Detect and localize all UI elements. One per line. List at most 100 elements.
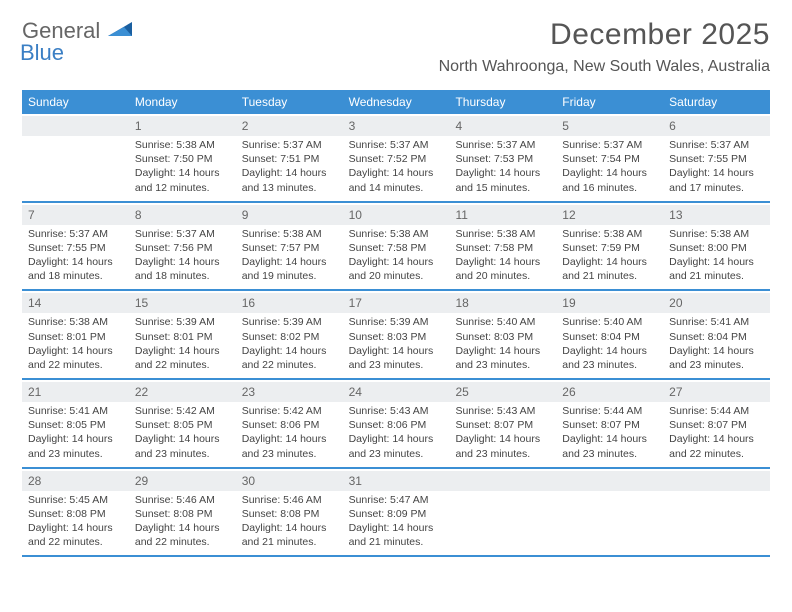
day-number-strip: 21	[22, 382, 129, 402]
day-number: 5	[562, 119, 569, 133]
day-info: Sunrise: 5:45 AMSunset: 8:08 PMDaylight:…	[28, 493, 123, 550]
calendar-cell: 31 Sunrise: 5:47 AMSunset: 8:09 PMDayligh…	[343, 469, 450, 556]
day-info: Sunrise: 5:44 AMSunset: 8:07 PMDaylight:…	[669, 404, 764, 461]
day-number: 16	[242, 296, 255, 310]
calendar-cell: 26Sunrise: 5:44 AMSunset: 8:07 PMDayligh…	[556, 380, 663, 467]
day-number: 12	[562, 208, 575, 222]
day-number-strip: 4	[449, 116, 556, 136]
calendar-cell: 24Sunrise: 5:43 AMSunset: 8:06 PMDayligh…	[343, 380, 450, 467]
day-number: 6	[669, 119, 676, 133]
calendar-cell: 29Sunrise: 5:46 AMSunset: 8:08 PMDayligh…	[129, 469, 236, 556]
day-number-strip: 22	[129, 382, 236, 402]
day-number: 8	[135, 208, 142, 222]
calendar-cell: 23Sunrise: 5:42 AMSunset: 8:06 PMDayligh…	[236, 380, 343, 467]
day-number: 20	[669, 296, 682, 310]
calendar-cell: 27 Sunrise: 5:44 AMSunset: 8:07 PMDayligh…	[663, 380, 770, 467]
day-number: 25	[455, 385, 468, 399]
day-number-strip: 9	[236, 205, 343, 225]
day-number: 9	[242, 208, 249, 222]
logo-word2: Blue	[20, 40, 64, 65]
day-info: Sunrise: 5:39 AMSunset: 8:02 PMDaylight:…	[242, 315, 337, 372]
day-number-strip: 24	[343, 382, 450, 402]
day-number: 4	[455, 119, 462, 133]
day-number-strip	[556, 471, 663, 491]
day-number: 22	[135, 385, 148, 399]
day-number: 23	[242, 385, 255, 399]
day-number-strip: 12	[556, 205, 663, 225]
calendar-cell: 19 Sunrise: 5:40 AMSunset: 8:04 PMDayligh…	[556, 291, 663, 378]
calendar-cell: 22Sunrise: 5:42 AMSunset: 8:05 PMDayligh…	[129, 380, 236, 467]
logo-triangle-icon	[108, 20, 134, 43]
day-number-strip: 25	[449, 382, 556, 402]
weekday-heading: Saturday	[663, 90, 770, 114]
title-block: December 2025 North Wahroonga, New South…	[439, 18, 770, 76]
weekday-heading: Wednesday	[343, 90, 450, 114]
calendar-cell: 17Sunrise: 5:39 AMSunset: 8:03 PMDayligh…	[343, 291, 450, 378]
calendar-cell: 13Sunrise: 5:38 AMSunset: 8:00 PMDayligh…	[663, 203, 770, 290]
weekday-heading: Monday	[129, 90, 236, 114]
page-title: December 2025	[439, 18, 770, 52]
calendar: Sunday Monday Tuesday Wednesday Thursday…	[22, 90, 770, 557]
calendar-cell: 4Sunrise: 5:37 AMSunset: 7:53 PMDaylight…	[449, 114, 556, 201]
day-info: Sunrise: 5:37 AMSunset: 7:56 PMDaylight:…	[135, 227, 230, 284]
calendar-header-row: Sunday Monday Tuesday Wednesday Thursday…	[22, 90, 770, 114]
day-number: 21	[28, 385, 41, 399]
logo: General Blue	[22, 18, 134, 44]
calendar-cell	[663, 469, 770, 556]
day-number: 30	[242, 474, 255, 488]
day-info: Sunrise: 5:40 AMSunset: 8:04 PMDaylight:…	[562, 315, 657, 372]
day-info: Sunrise: 5:37 AMSunset: 7:54 PMDaylight:…	[562, 138, 657, 195]
day-info: Sunrise: 5:38 AMSunset: 7:57 PMDaylight:…	[242, 227, 337, 284]
day-number-strip: 11	[449, 205, 556, 225]
day-number-strip: 5	[556, 116, 663, 136]
day-number-strip: 20	[663, 293, 770, 313]
day-info: Sunrise: 5:38 AMSunset: 8:01 PMDaylight:…	[28, 315, 123, 372]
calendar-cell: 30 Sunrise: 5:46 AMSunset: 8:08 PMDayligh…	[236, 469, 343, 556]
header: General Blue December 2025 North Wahroon…	[22, 18, 770, 76]
day-number-strip	[449, 471, 556, 491]
day-number-strip: 26	[556, 382, 663, 402]
day-number: 27	[669, 385, 682, 399]
day-number-strip: 18	[449, 293, 556, 313]
day-number: 3	[349, 119, 356, 133]
day-info: Sunrise: 5:44 AMSunset: 8:07 PMDaylight:…	[562, 404, 657, 461]
day-number: 2	[242, 119, 249, 133]
calendar-cell: 6Sunrise: 5:37 AMSunset: 7:55 PMDaylight…	[663, 114, 770, 201]
day-number: 13	[669, 208, 682, 222]
day-info: Sunrise: 5:38 AMSunset: 7:58 PMDaylight:…	[349, 227, 444, 284]
day-number-strip: 2	[236, 116, 343, 136]
calendar-cell: 25Sunrise: 5:43 AMSunset: 8:07 PMDayligh…	[449, 380, 556, 467]
day-number: 19	[562, 296, 575, 310]
calendar-cell: 20 Sunrise: 5:41 AMSunset: 8:04 PMDayligh…	[663, 291, 770, 378]
day-info: Sunrise: 5:46 AMSunset: 8:08 PMDaylight:…	[242, 493, 337, 550]
day-info: Sunrise: 5:38 AMSunset: 7:50 PMDaylight:…	[135, 138, 230, 195]
calendar-week: 14Sunrise: 5:38 AMSunset: 8:01 PMDayligh…	[22, 291, 770, 380]
calendar-cell: 5 Sunrise: 5:37 AMSunset: 7:54 PMDaylight…	[556, 114, 663, 201]
calendar-week: 21Sunrise: 5:41 AMSunset: 8:05 PMDayligh…	[22, 380, 770, 469]
day-info: Sunrise: 5:41 AMSunset: 8:04 PMDaylight:…	[669, 315, 764, 372]
day-number-strip: 23	[236, 382, 343, 402]
day-info: Sunrise: 5:39 AMSunset: 8:03 PMDaylight:…	[349, 315, 444, 372]
day-number: 31	[349, 474, 362, 488]
day-number-strip: 6	[663, 116, 770, 136]
calendar-cell: 7 Sunrise: 5:37 AMSunset: 7:55 PMDaylight…	[22, 203, 129, 290]
day-number: 7	[28, 208, 35, 222]
calendar-cell: 9 Sunrise: 5:38 AMSunset: 7:57 PMDaylight…	[236, 203, 343, 290]
day-info: Sunrise: 5:37 AMSunset: 7:51 PMDaylight:…	[242, 138, 337, 195]
calendar-cell	[556, 469, 663, 556]
day-number: 15	[135, 296, 148, 310]
day-number-strip: 17	[343, 293, 450, 313]
day-number-strip: 27	[663, 382, 770, 402]
calendar-week: 28Sunrise: 5:45 AMSunset: 8:08 PMDayligh…	[22, 469, 770, 558]
day-number-strip: 30	[236, 471, 343, 491]
weekday-heading: Tuesday	[236, 90, 343, 114]
day-number-strip: 14	[22, 293, 129, 313]
day-number-strip: 7	[22, 205, 129, 225]
day-info: Sunrise: 5:37 AMSunset: 7:55 PMDaylight:…	[28, 227, 123, 284]
weekday-heading: Sunday	[22, 90, 129, 114]
day-info: Sunrise: 5:47 AMSunset: 8:09 PMDaylight:…	[349, 493, 444, 550]
day-info: Sunrise: 5:39 AMSunset: 8:01 PMDaylight:…	[135, 315, 230, 372]
calendar-cell	[22, 114, 129, 201]
calendar-cell: 1Sunrise: 5:38 AMSunset: 7:50 PMDaylight…	[129, 114, 236, 201]
calendar-cell	[449, 469, 556, 556]
